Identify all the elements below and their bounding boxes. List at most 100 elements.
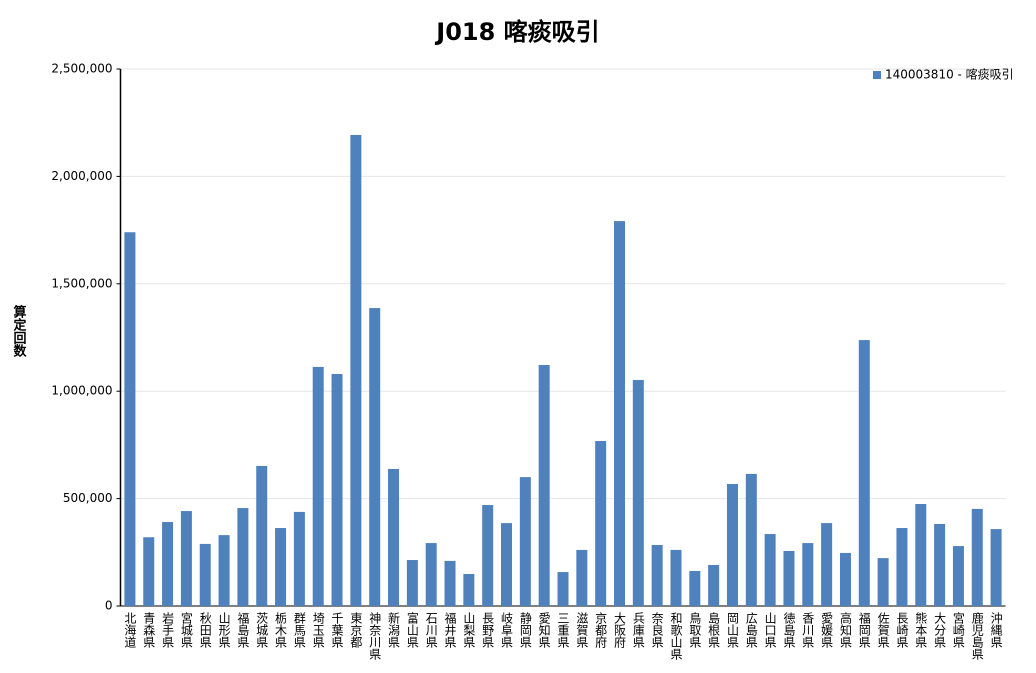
x-tick-label: 高知県 <box>838 611 852 648</box>
x-tick-label: 秋田県 <box>198 612 212 648</box>
bar <box>915 503 927 606</box>
bar <box>312 366 324 606</box>
x-tick-label: 愛媛県 <box>820 612 834 648</box>
x-tick-label: 新潟県 <box>387 611 401 648</box>
x-tick-label: 埼玉県 <box>311 612 325 648</box>
bar <box>689 570 701 606</box>
x-tick-label: 富山県 <box>405 611 419 648</box>
x-tick-label: 広島県 <box>744 612 758 648</box>
x-tick-label: 鹿児島県 <box>970 611 984 660</box>
bar <box>180 511 192 606</box>
x-tick-label: 福井県 <box>443 611 457 648</box>
bar <box>745 473 757 606</box>
x-tick-label: 神奈川県 <box>368 612 382 660</box>
x-tick-label: 和歌山県 <box>669 612 683 660</box>
x-tick-label: 岡山県 <box>725 612 739 648</box>
bar <box>858 340 870 606</box>
bar <box>350 134 362 606</box>
bar <box>557 572 569 606</box>
x-tick-label: 北海道 <box>123 612 137 648</box>
x-tick-label: 沖縄県 <box>989 612 1003 648</box>
bar <box>501 523 513 606</box>
x-tick-label: 栃木県 <box>274 612 288 648</box>
x-tick-label: 山口県 <box>763 612 777 648</box>
x-tick-label: 茨城県 <box>255 612 269 648</box>
bar <box>218 535 230 606</box>
x-tick-label: 千葉県 <box>330 612 344 648</box>
x-tick-label: 岐阜県 <box>500 612 514 648</box>
x-tick-label: 岩手県 <box>161 611 175 648</box>
y-tick-label: 2,000,000 <box>51 169 112 183</box>
x-tick-label: 福岡県 <box>857 611 871 648</box>
x-tick-label: 石川県 <box>424 612 438 648</box>
x-tick-label: 愛知県 <box>537 612 551 648</box>
x-tick-label: 長崎県 <box>895 612 909 648</box>
y-tick-label: 1,000,000 <box>51 384 112 398</box>
bar <box>162 522 174 606</box>
bar <box>576 549 588 606</box>
bar <box>896 528 908 606</box>
x-tick-label: 熊本県 <box>914 611 928 648</box>
bar <box>632 380 644 606</box>
bar <box>124 232 136 607</box>
bar <box>444 560 456 606</box>
bar <box>538 364 550 606</box>
bar <box>651 544 663 606</box>
x-tick-label: 奈良県 <box>650 612 664 648</box>
bar <box>369 308 381 606</box>
x-tick-label: 京都府 <box>594 612 608 648</box>
x-tick-label: 徳島県 <box>782 611 796 648</box>
bar <box>934 523 946 606</box>
bar <box>482 505 494 606</box>
bar <box>839 552 851 606</box>
x-tick-label: 福島県 <box>236 611 250 648</box>
y-tick-label: 2,500,000 <box>51 62 112 76</box>
x-tick-label: 滋賀県 <box>575 612 589 648</box>
x-tick-label: 兵庫県 <box>631 612 645 648</box>
bar <box>670 549 682 606</box>
bar <box>971 508 983 606</box>
bar <box>143 537 155 606</box>
bar <box>293 511 305 606</box>
bar <box>199 543 211 606</box>
legend-label: 140003810 - 喀痰吸引 <box>885 67 1014 82</box>
bar <box>877 558 889 606</box>
x-tick-label: 島根県 <box>707 611 721 648</box>
bar <box>613 221 625 606</box>
x-tick-label: 鳥取県 <box>688 611 702 648</box>
bar <box>990 529 1002 606</box>
x-tick-label: 群馬県 <box>292 612 306 648</box>
x-tick-label: 香川県 <box>801 612 815 648</box>
x-tick-label: 宮崎県 <box>951 611 965 648</box>
bar <box>764 534 776 606</box>
bar <box>406 560 418 606</box>
bar <box>425 543 437 606</box>
bar <box>388 468 400 606</box>
bar <box>726 483 738 606</box>
bar <box>519 477 531 606</box>
x-tick-label: 青森県 <box>142 612 156 648</box>
bar <box>783 551 795 606</box>
bar <box>595 441 607 606</box>
bar <box>802 543 814 606</box>
bar <box>952 546 964 606</box>
x-tick-label: 宮城県 <box>179 611 193 648</box>
y-tick-label: 1,500,000 <box>51 276 112 290</box>
x-tick-label: 三重県 <box>556 612 570 648</box>
y-tick-label: 0 <box>105 599 113 613</box>
x-tick-label: 大阪府 <box>612 612 626 648</box>
y-tick-label: 500,000 <box>63 491 113 505</box>
bar <box>331 374 343 606</box>
bar <box>237 508 249 606</box>
bar <box>463 573 475 606</box>
bar <box>256 465 268 606</box>
x-tick-label: 佐賀県 <box>876 612 890 648</box>
x-tick-label: 静岡県 <box>518 612 532 648</box>
x-tick-label: 大分県 <box>933 612 947 648</box>
bar <box>708 564 720 606</box>
bar <box>275 528 287 606</box>
bar <box>821 523 833 606</box>
chart-title: J018 喀痰吸引 <box>434 18 599 46</box>
x-tick-label: 山形県 <box>217 612 231 648</box>
